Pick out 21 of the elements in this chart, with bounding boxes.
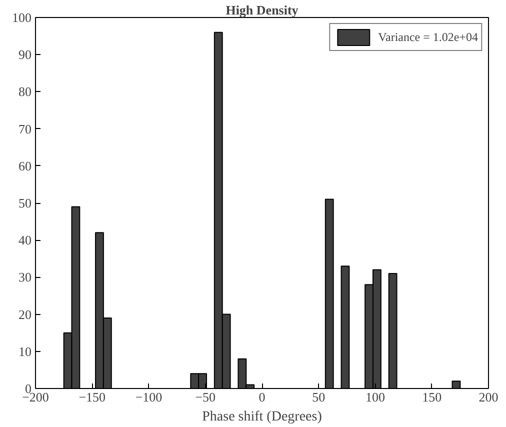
y-tick-label: 100 bbox=[12, 10, 32, 25]
x-tick-label: −50 bbox=[195, 390, 216, 404]
x-tick-label: 150 bbox=[422, 390, 442, 404]
x-tick-label: 200 bbox=[478, 390, 498, 404]
x-tick-label: 100 bbox=[366, 390, 385, 404]
x-tick-label: 50 bbox=[312, 390, 326, 404]
y-tick-label: 80 bbox=[18, 84, 32, 100]
y-tick-label: 30 bbox=[18, 270, 32, 285]
legend-label: Variance = 1.02e+04 bbox=[378, 30, 478, 44]
chart-title: High Density bbox=[226, 2, 299, 18]
y-tick-label: 20 bbox=[18, 306, 32, 322]
x-tick-label: −100 bbox=[135, 390, 162, 404]
y-tick-label: 70 bbox=[18, 121, 32, 136]
y-tick-label: 90 bbox=[18, 47, 32, 62]
x-axis-title: Phase shift (Degrees) bbox=[202, 410, 322, 424]
y-tick-label: 60 bbox=[18, 158, 32, 174]
x-tick-label: 0 bbox=[258, 390, 266, 404]
x-tick-label: −150 bbox=[78, 390, 106, 404]
y-tick-label: 40 bbox=[18, 232, 32, 248]
y-tick-label: 10 bbox=[18, 344, 32, 359]
y-tick-label: 50 bbox=[18, 196, 32, 210]
